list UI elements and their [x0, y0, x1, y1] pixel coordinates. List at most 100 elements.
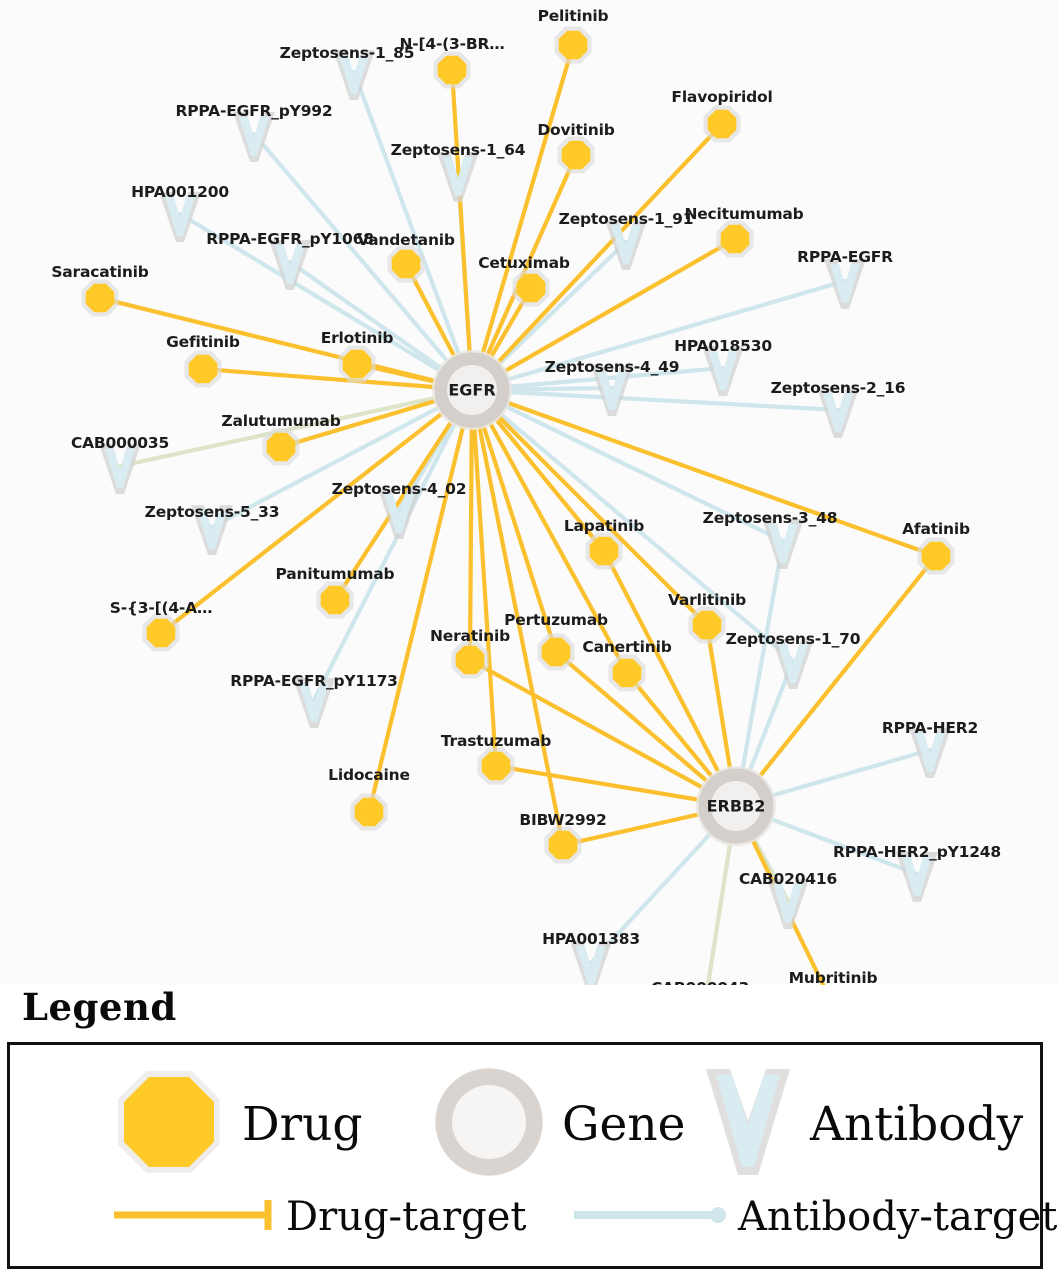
drug-target-edge: [493, 763, 739, 809]
drug-node[interactable]: [387, 245, 425, 283]
drug-node-body: [320, 585, 350, 615]
antibody-node[interactable]: [333, 50, 375, 100]
legend-label-drug-target: Drug-target: [286, 1194, 527, 1240]
antibody-node[interactable]: [762, 519, 804, 569]
legend-label-gene: Gene: [562, 1096, 686, 1152]
gene-donut-icon: [430, 1063, 548, 1185]
drug-node-body: [612, 658, 642, 688]
drug-node[interactable]: [451, 641, 489, 679]
drug-target-edge: [467, 657, 739, 809]
antibody-node[interactable]: [293, 678, 335, 728]
legend-item-antibody-target: Antibody-target: [570, 1193, 1057, 1241]
drug-node-body: [455, 645, 485, 675]
antibody-node[interactable]: [191, 505, 233, 555]
drug-node[interactable]: [703, 105, 741, 143]
drug-node-body: [561, 140, 591, 170]
gene-node-erbb2[interactable]: [696, 766, 776, 846]
drug-node[interactable]: [917, 537, 955, 575]
antibody-node[interactable]: [233, 112, 275, 162]
drug-node-body: [481, 751, 511, 781]
drug-octagon-icon: [110, 1063, 228, 1185]
gene-node-ring: [698, 768, 774, 844]
antibody-node[interactable]: [767, 879, 809, 929]
antibody-node[interactable]: [159, 192, 201, 242]
legend-section: Legend Drug: [0, 985, 1059, 1280]
antibody-node[interactable]: [896, 852, 938, 902]
antibody-target-edge-icon: [570, 1193, 732, 1241]
drug-node[interactable]: [262, 428, 300, 466]
gene-node-core: [711, 781, 761, 831]
antibody-node-body: [597, 371, 627, 410]
antibody-node[interactable]: [570, 941, 612, 991]
drug-node-body: [720, 224, 750, 254]
drug-target-edge: [733, 553, 939, 809]
antibody-node-body: [823, 393, 853, 432]
drug-node-body: [85, 283, 115, 313]
antibody-node-body: [384, 494, 414, 533]
drug-node[interactable]: [544, 826, 582, 864]
drug-node-body: [391, 249, 421, 279]
drug-node-body: [541, 637, 571, 667]
gene-node-label: EGFR: [448, 380, 496, 400]
antibody-node-body: [768, 524, 798, 563]
drug-node[interactable]: [477, 747, 515, 785]
antibody-node[interactable]: [909, 728, 951, 778]
antibody-node-body: [708, 351, 738, 390]
drug-node-body: [266, 432, 296, 462]
drug-node[interactable]: [716, 220, 754, 258]
drug-node[interactable]: [688, 606, 726, 644]
antibody-target-edge: [117, 387, 475, 469]
drug-node[interactable]: [554, 26, 592, 64]
network-graph-canvas[interactable]: Zeptosens-1_85 RPPA-EGFR_pY992 Zeptosens-1…: [0, 0, 1059, 1010]
legend-shapes-row: Drug Gene: [10, 1063, 1040, 1183]
drug-target-edge: [469, 387, 630, 676]
antibody-node[interactable]: [378, 489, 420, 539]
antibody-node[interactable]: [605, 220, 647, 270]
drug-target-edge: [366, 387, 475, 815]
drug-target-edge: [200, 366, 475, 393]
antibody-target-edge: [251, 131, 475, 393]
antibody-node[interactable]: [99, 444, 141, 494]
legend-item-gene: Gene: [430, 1063, 685, 1185]
antibody-target-edge: [351, 69, 475, 393]
drug-node-body: [354, 797, 384, 827]
drug-node[interactable]: [350, 793, 388, 831]
antibody-node-body: [239, 117, 269, 156]
drug-node[interactable]: [537, 633, 575, 671]
drug-target-edge: [469, 387, 939, 559]
antibody-node[interactable]: [591, 366, 633, 416]
antibody-node[interactable]: [824, 259, 866, 309]
antibody-node[interactable]: [772, 639, 814, 689]
drug-node[interactable]: [142, 614, 180, 652]
drug-node[interactable]: [608, 654, 646, 692]
antibody-node[interactable]: [437, 152, 479, 202]
drug-target-edge: [601, 548, 739, 809]
drug-node[interactable]: [184, 350, 222, 388]
drug-node-body: [558, 30, 588, 60]
drug-node[interactable]: [512, 269, 550, 307]
drug-node[interactable]: [316, 581, 354, 619]
legend-edges-row: Drug-target Antibody-target: [10, 1193, 1057, 1259]
antibody-node[interactable]: [269, 240, 311, 290]
drug-target-edge: [467, 387, 475, 663]
drug-node-body: [692, 610, 722, 640]
legend-box: Drug Gene: [7, 1042, 1057, 1269]
antibody-target-edge: [469, 387, 796, 664]
drug-node-body: [437, 55, 467, 85]
drug-node[interactable]: [338, 345, 376, 383]
legend-title: Legend: [22, 985, 177, 1029]
antibody-node[interactable]: [817, 388, 859, 438]
drug-node[interactable]: [585, 532, 623, 570]
drug-node[interactable]: [81, 279, 119, 317]
antibody-target-edge: [469, 387, 786, 544]
antibody-node-body: [773, 884, 803, 923]
legend-label-antibody: Antibody: [810, 1096, 1024, 1152]
antibody-target-edge: [733, 538, 786, 809]
antibody-node[interactable]: [702, 346, 744, 396]
gene-node-egfr[interactable]: [432, 350, 512, 430]
antibody-target-edge: [177, 211, 475, 393]
drug-node[interactable]: [557, 136, 595, 174]
nodes-group: [81, 26, 955, 1010]
drug-node[interactable]: [433, 51, 471, 89]
antibody-node-body: [902, 857, 932, 896]
